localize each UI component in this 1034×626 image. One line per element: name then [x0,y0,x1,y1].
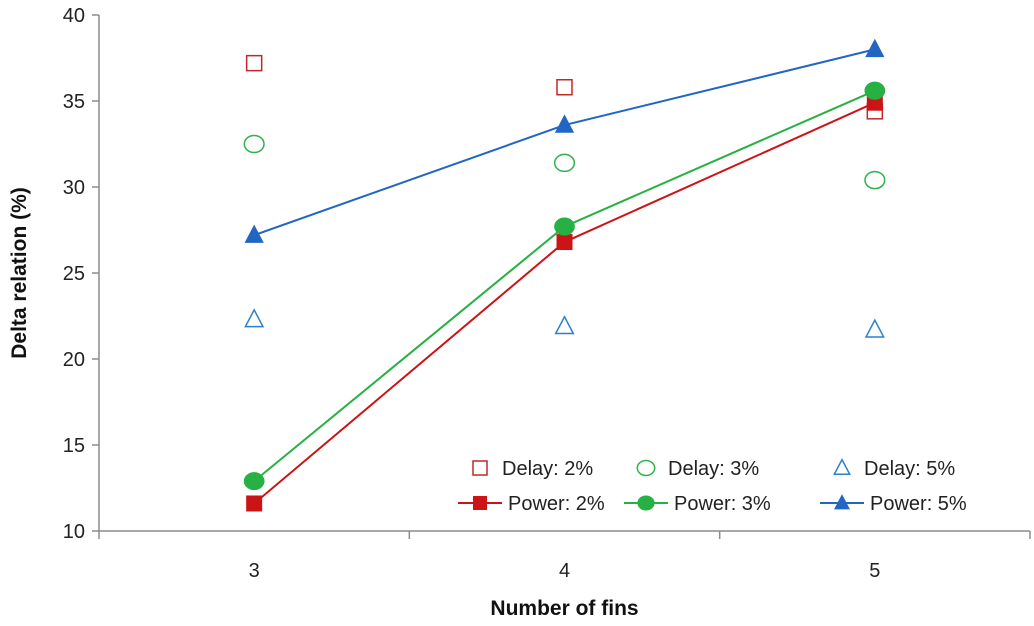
legend-label: Power: 2% [508,493,605,515]
x-ticks: 3 4 5 [98,531,1031,582]
series-line-power-3 [253,89,876,482]
legend-label: Power: 3% [674,493,771,515]
legend-item: Power: 2% [458,493,605,515]
y-tick-label: 25 [63,263,85,285]
data-point [244,308,265,328]
data-point [864,318,885,338]
legend-marker [833,457,851,476]
legend-item: Delay: 3% [636,458,759,480]
legend-marker [473,496,487,510]
legend-item: Power: 5% [820,493,967,515]
y-tick-label: 20 [63,349,85,371]
data-point [243,472,265,491]
data-point [556,234,573,251]
data-point [556,78,573,96]
y-axis-title: Delta relation (%) [8,187,31,359]
legend-marker [636,459,656,477]
y-tick-label: 35 [63,91,85,113]
legend-label: Delay: 3% [668,458,759,480]
data-point [553,153,576,173]
data-point [554,114,575,133]
legend: Delay: 2% Delay: 3% Delay: 5% Power: 2% Powe… [458,457,967,515]
series-markers [243,38,886,512]
legend-item: Power: 3% [624,493,771,515]
y-tick-label: 15 [63,435,85,457]
y-ticks: 10 15 20 25 30 35 40 [63,5,99,543]
data-point [865,38,885,58]
y-tick-label: 30 [63,177,85,199]
y-tick-label: 40 [63,5,85,27]
x-tick-label: 3 [249,560,260,582]
legend-item: Delay: 5% [833,457,955,480]
data-point [245,54,263,72]
y-tick-label: 10 [63,521,85,543]
data-point [243,134,265,154]
data-point [554,315,575,335]
x-axis-title: Number of fins [490,597,638,620]
x-tick-label: 5 [869,560,880,582]
legend-marker [834,494,850,510]
data-point [864,170,886,190]
legend-label: Power: 5% [870,493,967,515]
data-point [246,495,263,512]
series-line-power-5 [253,48,876,237]
data-point [554,217,575,236]
legend-label: Delay: 5% [864,458,955,480]
legend-marker [472,460,488,476]
legend-label: Delay: 2% [502,458,593,480]
x-tick-label: 4 [559,560,570,582]
data-point [864,81,886,100]
data-point [244,224,264,243]
legend-item: Delay: 2% [472,458,593,480]
legend-marker [637,495,655,511]
